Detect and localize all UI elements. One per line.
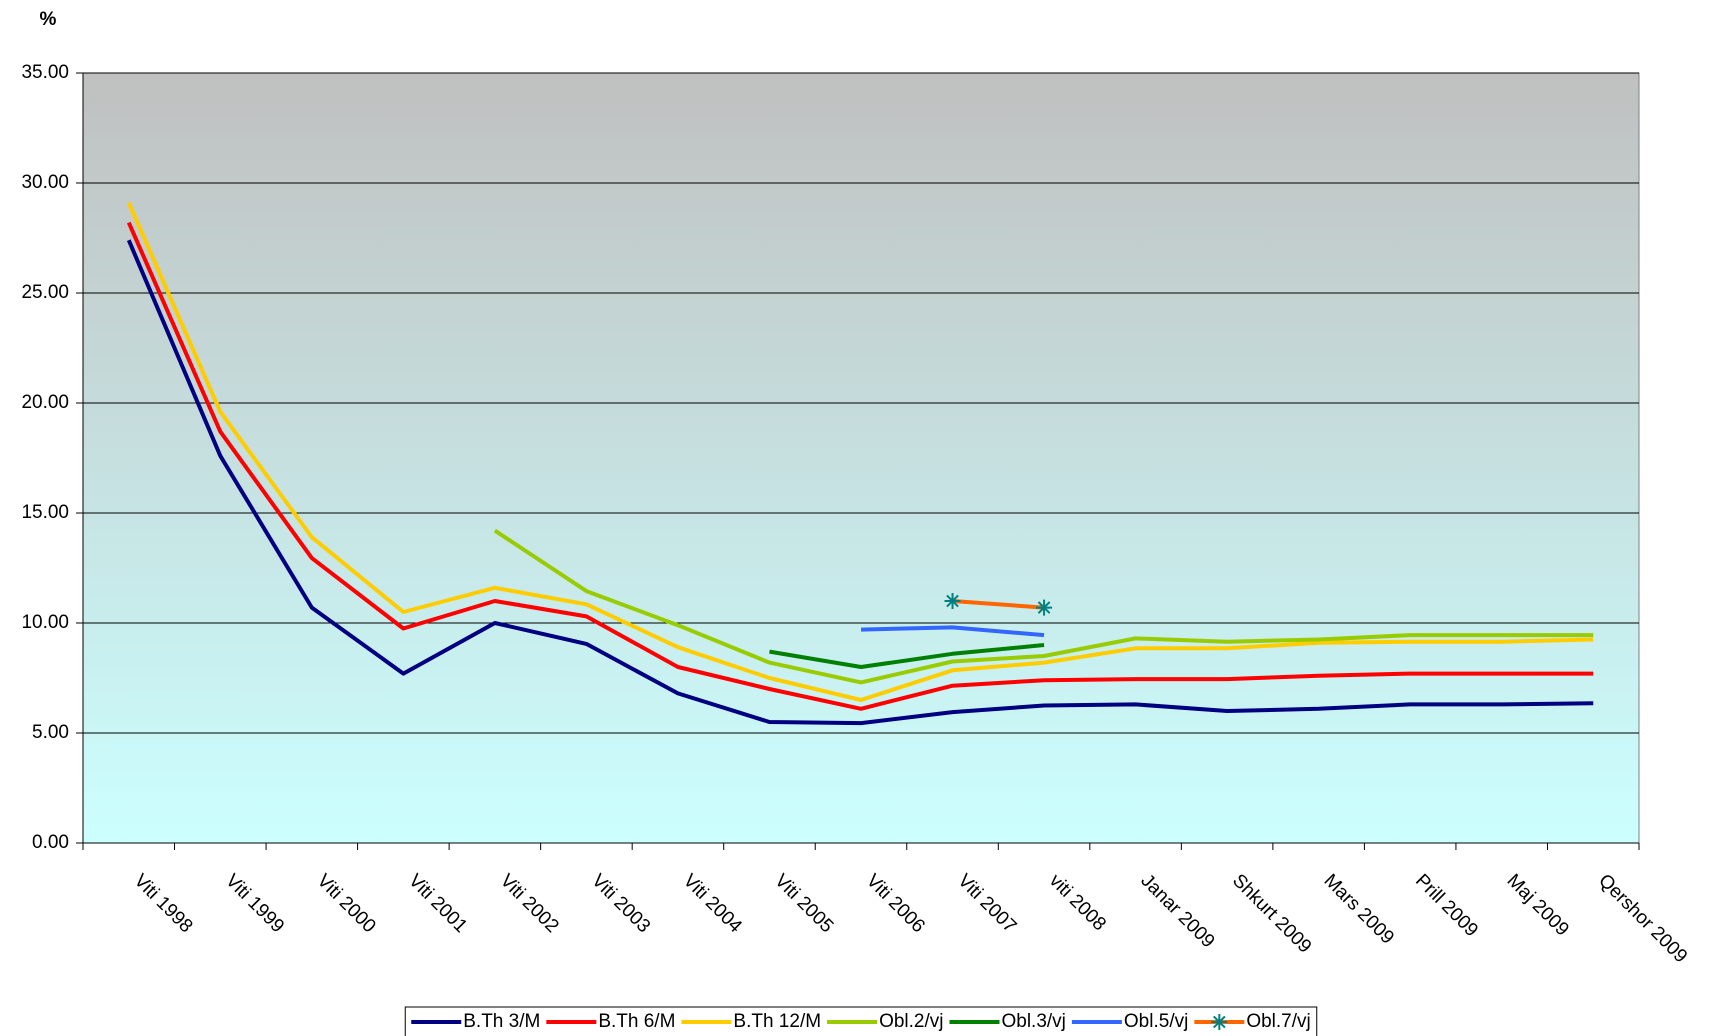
plot-area xyxy=(82,72,1640,844)
series-line xyxy=(860,625,1045,638)
series-line xyxy=(952,599,1045,610)
x-tick-label: Viti 2001 xyxy=(404,870,471,937)
y-tick-label: 10.00 xyxy=(21,612,69,633)
legend-label: B.Th 3/M xyxy=(463,1011,540,1032)
y-tick-label: 20.00 xyxy=(21,392,69,413)
x-tick-label: Mars 2009 xyxy=(1320,870,1398,948)
y-tick-label: 5.00 xyxy=(32,722,69,743)
x-tick-label: Maj 2009 xyxy=(1503,870,1573,940)
y-tick-label: 25.00 xyxy=(21,282,69,303)
marker xyxy=(944,593,961,609)
x-tick-label: Viti 2004 xyxy=(679,870,746,937)
x-tick-label: Viti 2007 xyxy=(953,870,1020,937)
y-tick-label: 15.00 xyxy=(21,502,69,523)
x-tick-label: Viti 2006 xyxy=(862,870,929,937)
legend-label: Obl.5/vj xyxy=(1124,1011,1188,1032)
y-tick-label: 30.00 xyxy=(21,172,69,193)
legend-label: B.Th 12/M xyxy=(733,1011,821,1032)
x-tick-label: Janar 2009 xyxy=(1137,870,1219,952)
y-tick-label: 0.00 xyxy=(32,832,69,853)
x-tick-label: Viti 1998 xyxy=(130,870,197,937)
y-tick-label: 35.00 xyxy=(21,62,69,83)
legend-label: Obl.7/vj xyxy=(1246,1011,1310,1032)
x-tick-label: Viti 2005 xyxy=(770,870,837,937)
series-line xyxy=(769,643,1045,669)
y-axis-title: % xyxy=(40,9,57,30)
x-tick-label: Qershor 2009 xyxy=(1594,870,1691,967)
x-tick-label: Shkurt 2009 xyxy=(1228,870,1315,957)
legend-label: B.Th 6/M xyxy=(598,1011,675,1032)
series-line xyxy=(126,239,1594,726)
marker xyxy=(1036,599,1053,616)
legend-label: Obl.3/vj xyxy=(1001,1011,1065,1032)
x-tick-label: viti 2008 xyxy=(1045,870,1110,935)
legend-label: Obl.2/vj xyxy=(879,1011,943,1032)
series-line xyxy=(493,528,1594,685)
x-tick-label: Prill 2009 xyxy=(1411,870,1482,941)
series-line xyxy=(126,221,1594,711)
x-tick-label: Viti 2000 xyxy=(313,870,380,937)
x-tick-label: Viti 2003 xyxy=(587,870,654,937)
x-tick-label: Viti 2002 xyxy=(496,870,563,937)
x-tick-label: Viti 1999 xyxy=(221,870,288,937)
series-line xyxy=(126,201,1594,702)
marker xyxy=(1211,1014,1228,1030)
